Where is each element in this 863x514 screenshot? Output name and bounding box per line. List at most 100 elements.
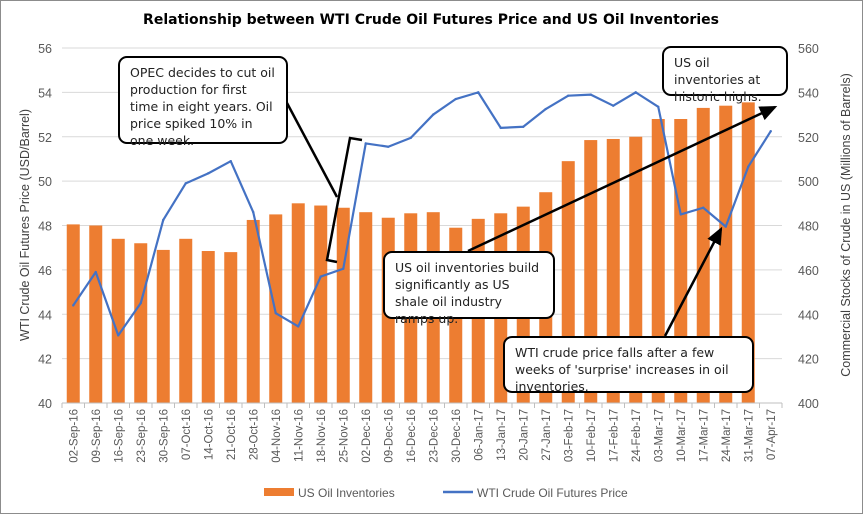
left-tick-label: 56 [38, 42, 52, 56]
left-tick-label: 54 [38, 86, 52, 100]
left-tick-label: 44 [38, 308, 52, 322]
opec-callout-line [285, 102, 339, 198]
price-point-28-Oct-16 [252, 210, 255, 214]
bar-07-Oct-16 [179, 238, 193, 403]
legend-label-bars: US Oil Inventories [298, 486, 395, 500]
x-tick-label: 02-Dec-16 [361, 409, 373, 463]
bar-24-Mar-17 [719, 105, 733, 403]
left-tick-label: 48 [38, 220, 52, 234]
x-tick-label: 24-Mar-17 [721, 409, 733, 462]
x-tick-label: 25-Nov-16 [338, 409, 350, 463]
x-tick-label: 06-Jan-17 [473, 409, 485, 461]
price-point-31-Mar-17 [747, 165, 750, 168]
x-tick-label: 07-Apr-17 [766, 409, 778, 460]
bar-11-Nov-16 [291, 203, 305, 403]
x-tick-label: 07-Oct-16 [181, 409, 193, 460]
price-point-11-Nov-16 [297, 325, 300, 328]
bar-02-Sep-16 [66, 224, 80, 403]
x-tick-label: 02-Sep-16 [68, 409, 80, 463]
chart-title: Relationship between WTI Crude Oil Futur… [143, 12, 719, 28]
price-point-24-Mar-17 [724, 225, 727, 228]
bar-25-Nov-16 [336, 207, 350, 403]
bar-03-Mar-17 [651, 119, 665, 403]
annotation-inventory-build: US oil inventories build significantly a… [383, 251, 555, 326]
bar-28-Oct-16 [246, 219, 260, 403]
bar-02-Dec-16 [359, 212, 373, 403]
x-tick-label: 04-Nov-16 [271, 409, 283, 463]
x-tick-label: 27-Jan-17 [541, 409, 553, 461]
x-tick-label: 16-Sep-16 [113, 409, 125, 463]
annotation-price-falls: WTI crude price falls after a few weeks … [503, 336, 754, 394]
x-tick-label: 23-Sep-16 [136, 409, 148, 463]
price-point-03-Mar-17 [657, 105, 660, 108]
right-tick-label: 440 [798, 308, 819, 322]
price-point-17-Feb-17 [612, 104, 615, 107]
left-tick-label: 46 [38, 264, 52, 278]
price-point-16-Sep-16 [117, 334, 120, 337]
x-tick-label: 09-Sep-16 [91, 409, 103, 463]
x-tick-label: 28-Oct-16 [248, 409, 260, 460]
x-tick-label: 30-Dec-16 [451, 409, 463, 463]
x-tick-label: 03-Mar-17 [653, 409, 665, 462]
x-tick-label: 17-Feb-17 [608, 409, 620, 462]
x-tick-label: 21-Oct-16 [226, 409, 238, 460]
price-point-23-Sep-16 [139, 301, 142, 305]
x-tick-label: 14-Oct-16 [203, 409, 215, 460]
price-line [72, 91, 772, 337]
right-tick-label: 560 [798, 42, 819, 56]
x-tick-label: 24-Feb-17 [631, 409, 643, 462]
price-point-09-Dec-16 [387, 145, 390, 148]
bar-09-Sep-16 [89, 225, 103, 403]
right-axis-title: Commercial Stocks of Crude in US (Millio… [839, 73, 853, 377]
x-tick-label: 20-Jan-17 [518, 409, 530, 461]
x-tick-label: 18-Nov-16 [316, 409, 328, 463]
left-tick-label: 40 [38, 397, 52, 411]
x-tick-label: 10-Feb-17 [586, 409, 598, 462]
right-tick-label: 460 [798, 264, 819, 278]
price-point-02-Sep-16 [72, 304, 75, 307]
inventory-trend-arrow [467, 105, 778, 253]
price-point-10-Mar-17 [679, 213, 682, 216]
x-tick-label: 16-Dec-16 [406, 409, 418, 463]
bar-14-Oct-16 [201, 251, 215, 403]
price-point-27-Jan-17 [544, 107, 547, 111]
annotation-opec: OPEC decides to cut oil production for f… [118, 56, 288, 148]
price-point-03-Feb-17 [567, 94, 570, 97]
price-point-16-Dec-16 [409, 136, 412, 140]
price-point-06-Jan-17 [477, 91, 480, 94]
price-point-30-Sep-16 [162, 218, 165, 222]
price-point-30-Dec-16 [454, 97, 457, 101]
price-point-24-Feb-17 [634, 91, 637, 94]
price-point-25-Nov-16 [342, 267, 345, 270]
x-tick-label: 23-Dec-16 [428, 409, 440, 463]
bar-17-Mar-17 [696, 107, 710, 403]
right-tick-label: 520 [798, 131, 819, 145]
x-tick-label: 03-Feb-17 [563, 409, 575, 462]
price-point-07-Oct-16 [184, 182, 187, 185]
bar-10-Mar-17 [674, 119, 688, 403]
right-tick-label: 540 [798, 86, 819, 100]
left-tick-label: 50 [38, 175, 52, 189]
price-point-14-Oct-16 [207, 172, 210, 175]
legend-swatch-bars [264, 488, 294, 496]
left-tick-label: 42 [38, 353, 52, 367]
bar-21-Oct-16 [224, 252, 238, 403]
price-point-18-Nov-16 [319, 275, 322, 278]
price-point-21-Oct-16 [229, 159, 232, 163]
price-point-23-Dec-16 [432, 113, 435, 116]
price-point-17-Mar-17 [702, 206, 705, 209]
x-tick-label: 13-Jan-17 [496, 409, 508, 461]
right-tick-label: 420 [798, 353, 819, 367]
x-tick-label: 17-Mar-17 [698, 409, 710, 462]
bar-16-Sep-16 [111, 238, 125, 403]
opec-bracket [325, 136, 363, 264]
right-tick-label: 500 [798, 175, 819, 189]
price-point-09-Sep-16 [94, 270, 97, 274]
price-point-10-Feb-17 [589, 93, 592, 96]
legend-label-line: WTI Crude Oil Futures Price [477, 486, 628, 500]
price-point-04-Nov-16 [274, 311, 277, 315]
x-tick-label: 30-Sep-16 [158, 409, 170, 463]
right-tick-label: 400 [798, 397, 819, 411]
annotation-historic-highs: US oil inventories at historic highs. [662, 46, 788, 104]
